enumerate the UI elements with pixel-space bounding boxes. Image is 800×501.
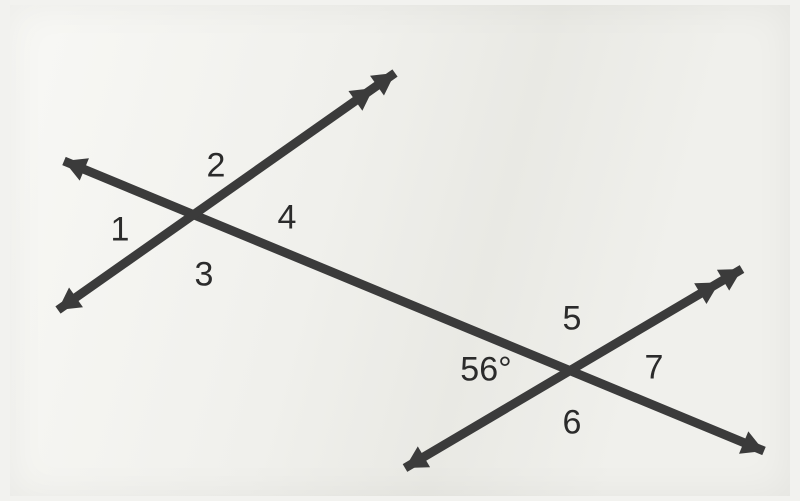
angle-label: 5: [563, 300, 582, 339]
angle-label: 2: [207, 147, 226, 186]
angle-label: 3: [195, 256, 214, 295]
angle-label: 1: [111, 211, 130, 250]
angle-label: 56°: [460, 351, 511, 390]
angle-label: 7: [645, 349, 664, 388]
diagram-frame: 1 2 3 4 5 56° 6 7: [10, 5, 790, 496]
angle-label: 6: [563, 404, 582, 443]
angle-label: 4: [278, 199, 297, 238]
angle-diagram-svg: [10, 5, 800, 501]
